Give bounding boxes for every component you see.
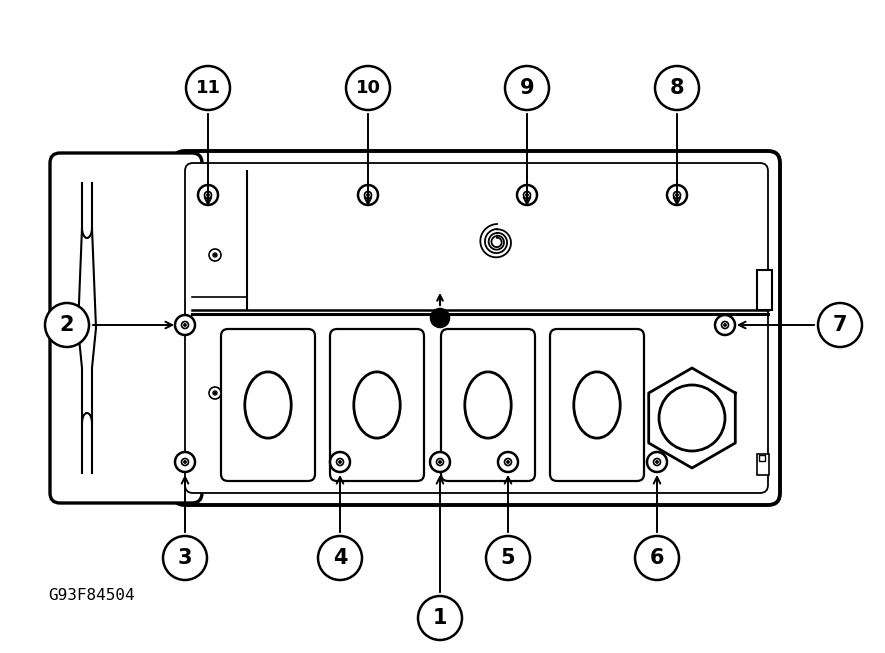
Text: 10: 10 xyxy=(356,79,381,97)
Circle shape xyxy=(439,461,442,463)
Circle shape xyxy=(186,66,230,110)
Circle shape xyxy=(213,391,217,395)
Circle shape xyxy=(715,315,735,335)
Ellipse shape xyxy=(245,372,291,438)
Polygon shape xyxy=(649,368,735,468)
Text: 3: 3 xyxy=(178,548,192,568)
Text: G93F84504: G93F84504 xyxy=(48,588,135,603)
Circle shape xyxy=(204,191,212,199)
FancyBboxPatch shape xyxy=(330,329,424,481)
Circle shape xyxy=(366,194,369,196)
Circle shape xyxy=(358,185,378,205)
FancyBboxPatch shape xyxy=(441,329,535,481)
Text: 8: 8 xyxy=(670,78,684,98)
Circle shape xyxy=(214,254,216,256)
Circle shape xyxy=(653,458,660,466)
Circle shape xyxy=(45,303,89,347)
Circle shape xyxy=(346,66,390,110)
Ellipse shape xyxy=(354,372,400,438)
Circle shape xyxy=(517,185,537,205)
Circle shape xyxy=(721,321,728,328)
Circle shape xyxy=(330,452,350,472)
Circle shape xyxy=(486,536,530,580)
Circle shape xyxy=(505,66,549,110)
Circle shape xyxy=(659,385,725,451)
Bar xyxy=(759,455,765,461)
Circle shape xyxy=(184,324,186,326)
Bar xyxy=(757,454,769,475)
Circle shape xyxy=(673,191,681,199)
Circle shape xyxy=(418,596,462,640)
Bar xyxy=(757,270,772,310)
Circle shape xyxy=(504,458,512,466)
Text: 1: 1 xyxy=(433,608,447,628)
Circle shape xyxy=(184,461,186,463)
Circle shape xyxy=(818,303,862,347)
Text: 6: 6 xyxy=(650,548,665,568)
Circle shape xyxy=(655,66,699,110)
Ellipse shape xyxy=(465,372,512,438)
Text: 7: 7 xyxy=(833,315,847,335)
Circle shape xyxy=(339,461,342,463)
Circle shape xyxy=(207,194,209,196)
Text: 4: 4 xyxy=(333,548,347,568)
FancyBboxPatch shape xyxy=(173,151,780,505)
Circle shape xyxy=(318,536,362,580)
Circle shape xyxy=(507,461,509,463)
Circle shape xyxy=(724,324,727,326)
Text: 11: 11 xyxy=(196,79,220,97)
Circle shape xyxy=(667,185,687,205)
FancyBboxPatch shape xyxy=(221,329,315,481)
FancyBboxPatch shape xyxy=(185,163,768,493)
Circle shape xyxy=(336,458,343,466)
FancyBboxPatch shape xyxy=(50,153,202,503)
Circle shape xyxy=(498,452,518,472)
Text: 2: 2 xyxy=(60,315,74,335)
Circle shape xyxy=(676,194,678,196)
Circle shape xyxy=(163,536,207,580)
Ellipse shape xyxy=(573,372,620,438)
Text: 5: 5 xyxy=(501,548,515,568)
Circle shape xyxy=(209,387,221,399)
Circle shape xyxy=(647,452,667,472)
Circle shape xyxy=(524,191,530,199)
Circle shape xyxy=(431,309,449,327)
FancyBboxPatch shape xyxy=(550,329,644,481)
Circle shape xyxy=(209,249,221,261)
Circle shape xyxy=(198,185,218,205)
Circle shape xyxy=(430,452,450,472)
Circle shape xyxy=(181,321,189,328)
Circle shape xyxy=(175,315,195,335)
Circle shape xyxy=(181,458,189,466)
Circle shape xyxy=(213,253,217,257)
Circle shape xyxy=(635,536,679,580)
Circle shape xyxy=(526,194,528,196)
Circle shape xyxy=(214,392,216,394)
Circle shape xyxy=(656,461,658,463)
Circle shape xyxy=(365,191,372,199)
Circle shape xyxy=(175,452,195,472)
Text: 9: 9 xyxy=(519,78,535,98)
Circle shape xyxy=(436,458,443,466)
